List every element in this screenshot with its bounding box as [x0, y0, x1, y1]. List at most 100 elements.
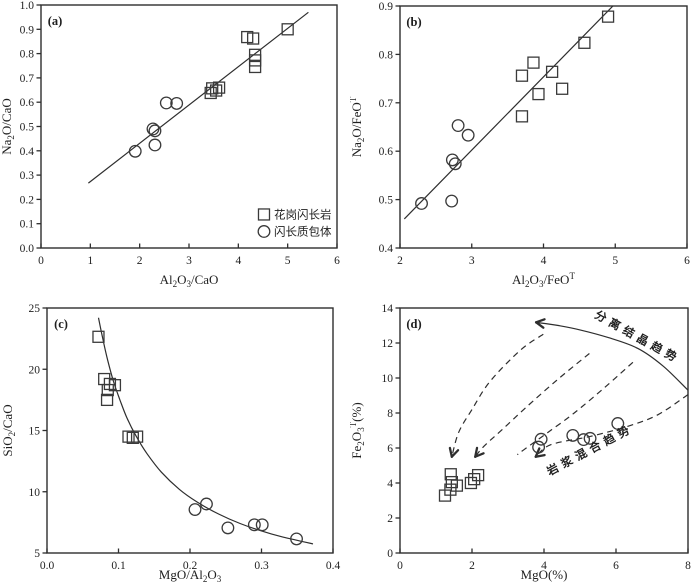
square-marker: [468, 472, 481, 486]
x-tick-label: 1: [87, 255, 93, 267]
y-tick-label: 14: [382, 303, 394, 315]
y-axis-title: Na2O/FeOT: [350, 96, 366, 157]
y-tick-label: 0.3: [20, 170, 35, 182]
square-marker: [126, 431, 139, 445]
square-marker: [578, 36, 591, 49]
square-marker: [246, 32, 260, 45]
square-marker: [206, 82, 219, 95]
arrowhead: [534, 321, 545, 329]
circle-marker: [448, 157, 462, 171]
y-tick-label: 15: [29, 426, 41, 438]
circle-marker: [170, 96, 184, 110]
square-marker: [444, 483, 457, 496]
x-tick-label: 0: [397, 560, 403, 572]
trend-line: [97, 317, 314, 545]
square-marker: [464, 476, 478, 490]
arrowhead: [474, 446, 479, 458]
y-tick-label: 5: [34, 548, 40, 560]
circle-marker: [532, 440, 546, 454]
y-tick-label: 0.0: [20, 243, 35, 255]
y-tick-label: 0.4: [379, 243, 394, 255]
circle-marker: [255, 518, 269, 532]
x-tick-label: 0.2: [183, 560, 198, 572]
x-tick-label: 6: [334, 255, 340, 267]
x-tick-label: 3: [186, 255, 192, 267]
x-tick-label: 0.3: [254, 560, 269, 572]
y-tick-label: 10: [382, 373, 394, 385]
y-axis-title: Na2O/CaO: [0, 98, 16, 155]
square-marker: [100, 393, 114, 407]
legend-item-label: 花岗闪长岩: [274, 207, 332, 221]
y-axis-title: SiO2/CaO: [0, 404, 17, 456]
y-tick-label: 25: [29, 303, 41, 315]
y-tick-label: 0.8: [379, 49, 394, 61]
circle-marker: [611, 417, 625, 430]
square-marker: [556, 82, 569, 95]
panel-b: 2 3 4 5 6 0.4 0.5 0.6 0.7 0.8 0.9 Al2O3/FeOT Na2O/Fe…: [350, 1, 690, 289]
dashed-trend-curve: [535, 394, 689, 458]
circle-marker: [534, 432, 548, 446]
axis-box: [46, 307, 334, 554]
square-marker: [212, 81, 226, 94]
square-marker: [281, 23, 294, 36]
square-marker: [471, 468, 485, 482]
circle-marker: [583, 431, 597, 445]
arrowhead: [474, 452, 485, 458]
panel-tag: (b): [406, 15, 421, 29]
x-axis-title: MgO/Al2O3: [159, 567, 222, 584]
arrowhead: [534, 453, 546, 458]
square-marker: [515, 69, 529, 82]
y-tick-label: 0.6: [20, 97, 35, 109]
circle-marker: [199, 497, 213, 511]
dashed-trend-curve: [516, 361, 634, 456]
y-tick-label: 12: [382, 338, 394, 350]
y-tick-label: 0.6: [379, 146, 394, 158]
circle-marker: [577, 433, 591, 447]
circle-marker: [221, 521, 235, 535]
circle-marker: [445, 194, 459, 208]
square-marker: [601, 10, 615, 23]
circle-marker: [159, 96, 173, 110]
y-tick-label: 8: [387, 408, 393, 420]
y-tick-label: 4: [387, 478, 393, 490]
square-marker: [101, 383, 114, 397]
circle-marker: [148, 124, 162, 138]
circle-marker: [148, 138, 162, 152]
trend-line: [403, 5, 615, 220]
square-marker: [92, 330, 105, 343]
panel-a: 0 1 2 3 4 5 6 0.0 0.1 0.2 0.3 0.4 0.5 0.6 0.7 0.8 0.9 1.0…: [0, 0, 340, 289]
square-marker: [122, 430, 135, 443]
square-marker: [545, 65, 559, 78]
x-axis-title: MgO(%): [521, 567, 568, 582]
x-tick-label: 6: [613, 560, 619, 572]
legend-item-label: 闪长质包体: [274, 224, 332, 238]
square-marker: [130, 430, 144, 443]
panel-tag: (c): [54, 317, 68, 331]
square-marker: [515, 110, 529, 123]
square-marker: [450, 479, 464, 492]
square-marker: [532, 87, 545, 101]
circle-marker: [445, 153, 459, 167]
y-tick-label: 0.4: [20, 146, 35, 158]
y-tick-label: 0.7: [379, 98, 394, 110]
y-tick-label: 0.5: [379, 195, 394, 207]
circle-marker: [461, 128, 475, 142]
dashed-trend-curve: [451, 333, 544, 457]
x-tick-label: 0.1: [111, 560, 126, 572]
arrowhead: [448, 446, 453, 458]
circle-marker: [566, 428, 580, 442]
legend-swatch-circle: [257, 225, 271, 238]
y-tick-label: 0.2: [20, 194, 35, 206]
circle-marker: [290, 532, 303, 546]
panel-tag: (a): [48, 14, 63, 28]
y-tick-label: 1.0: [20, 0, 35, 12]
circle-marker: [128, 144, 142, 158]
y-tick-label: 0: [387, 548, 393, 560]
y-tick-label: 0.1: [20, 219, 35, 231]
x-tick-label: 5: [285, 255, 291, 267]
panel-d: 0246802468101214MgO(%)Fe2O3T(%)(d)分离结晶趋势…: [350, 303, 691, 582]
x-axis-title: Al2O3/FeOT: [512, 271, 575, 289]
circle-marker: [451, 119, 465, 132]
x-tick-label: 0: [38, 255, 44, 267]
